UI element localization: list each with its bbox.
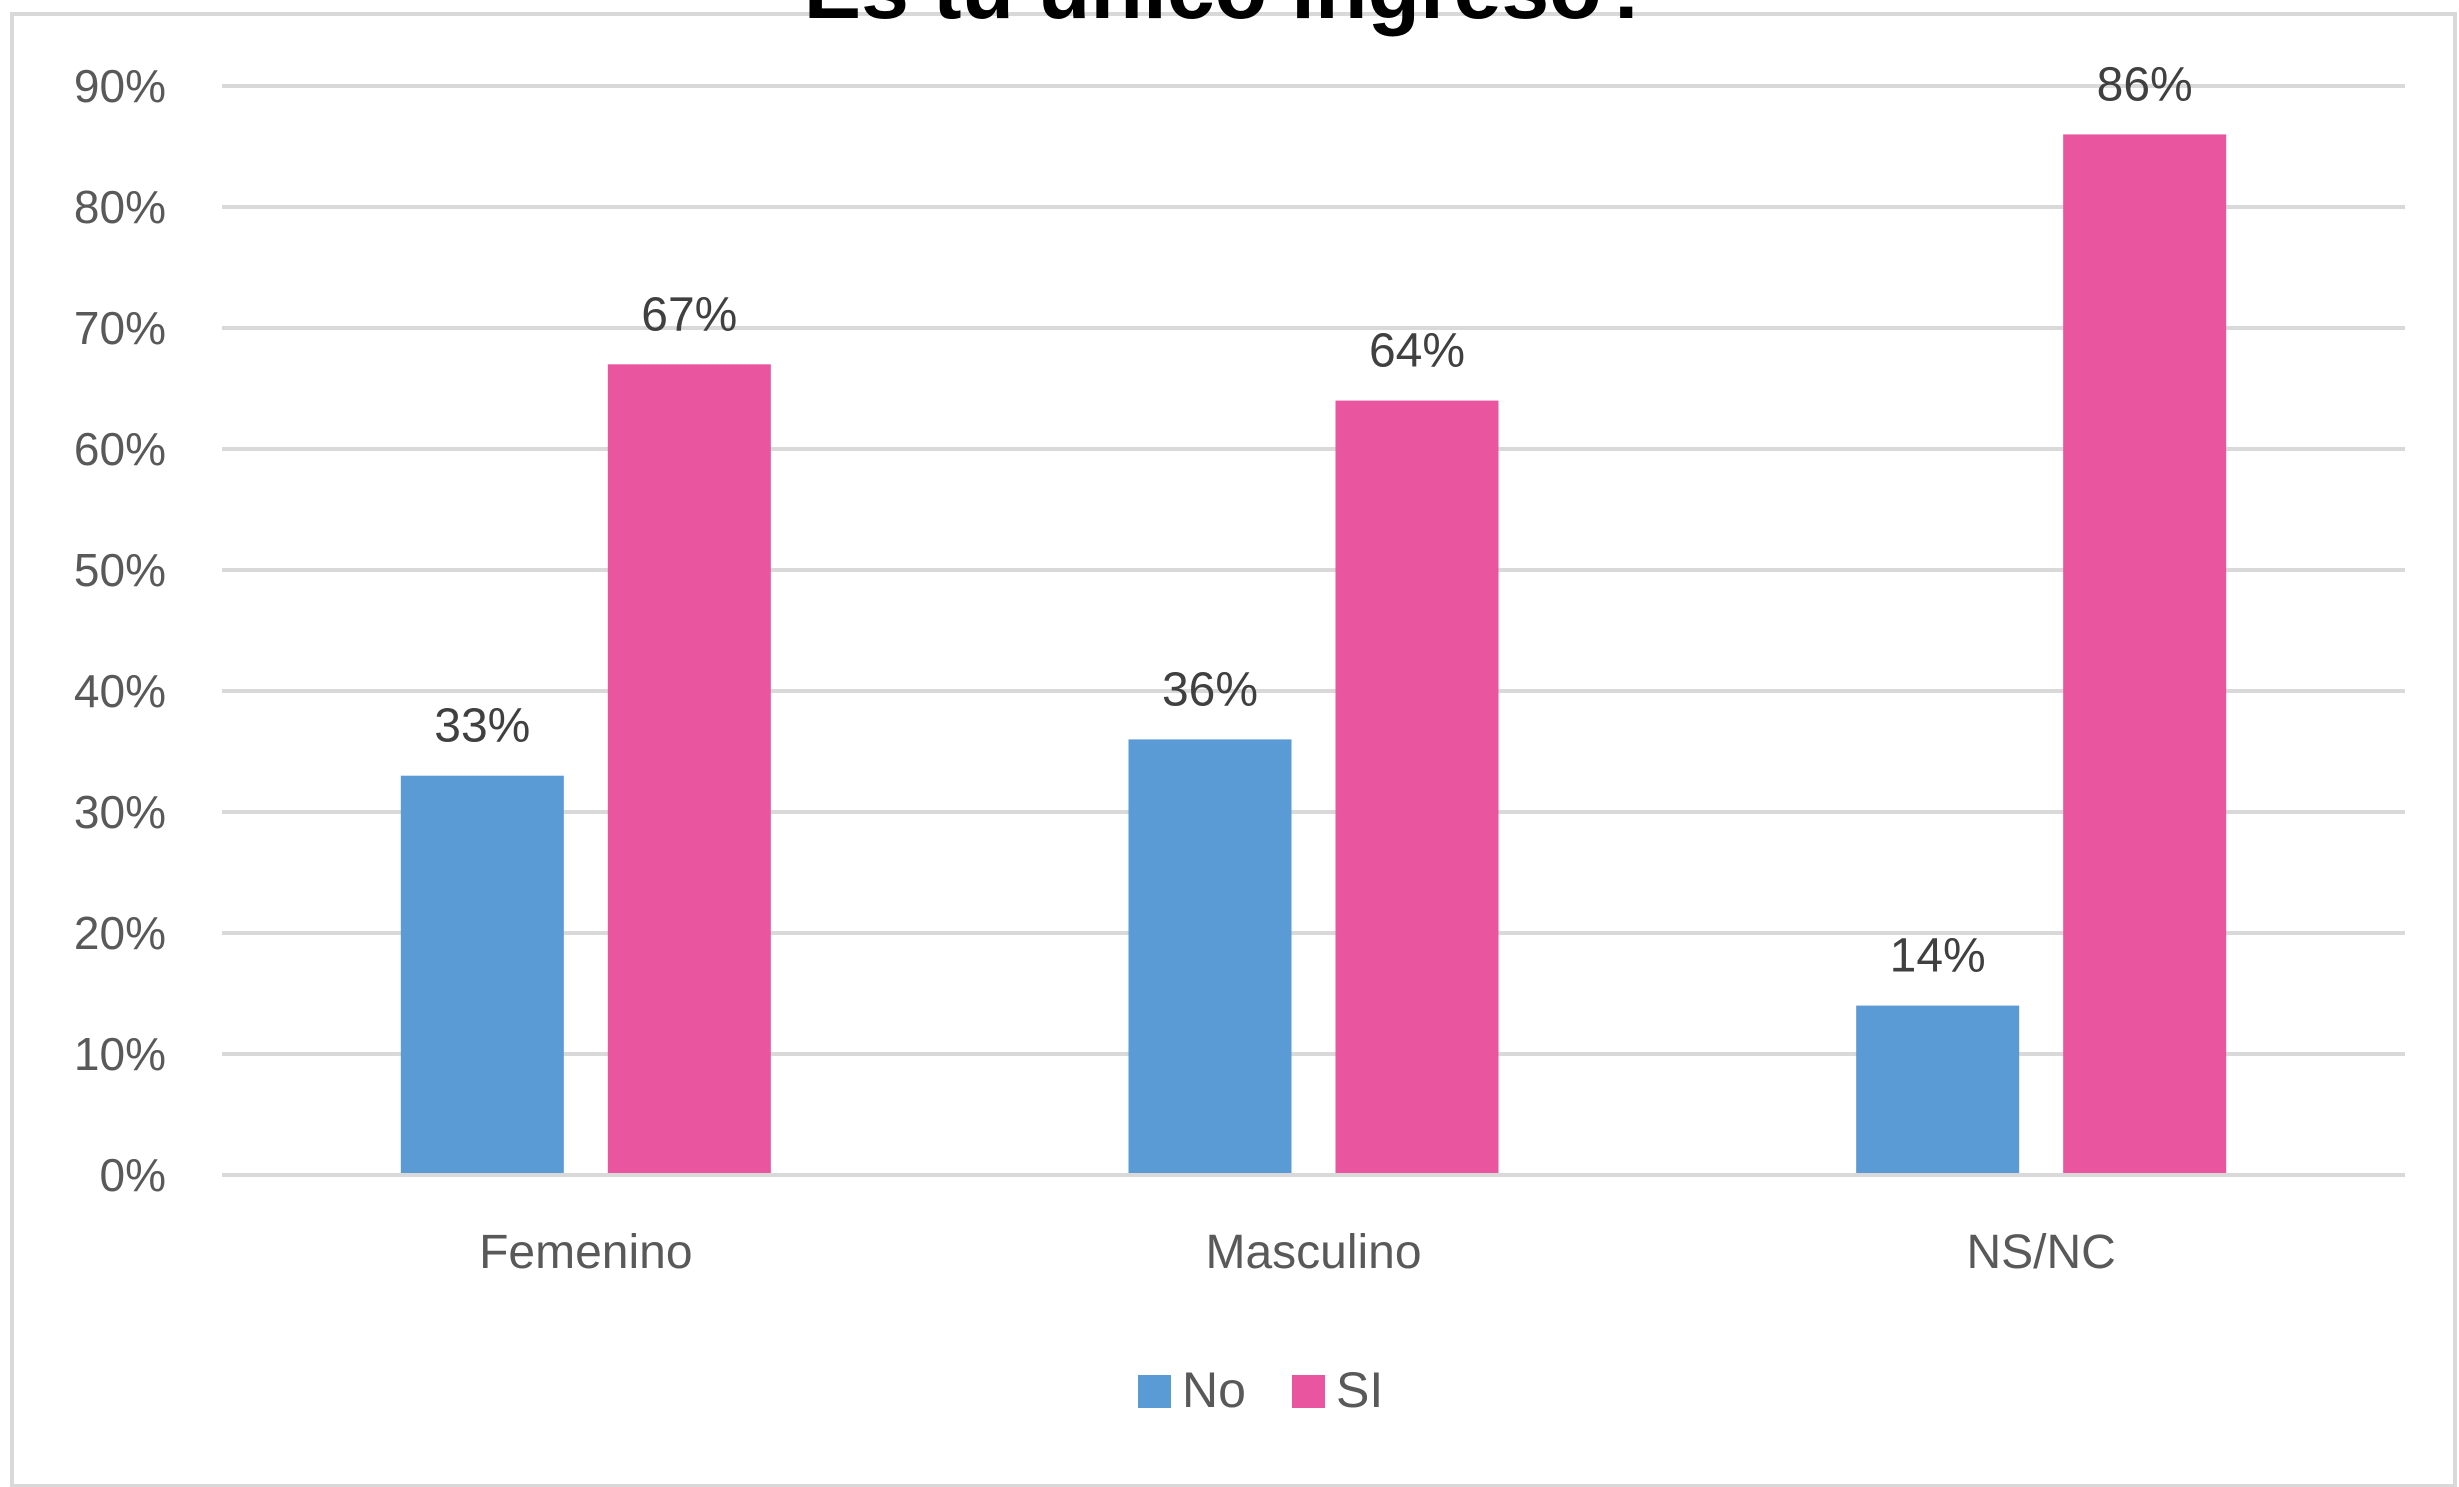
- x-tick-label: Femenino: [479, 1226, 692, 1279]
- bar-si-2: [2063, 134, 2227, 1175]
- y-axis: 0% 10% 20% 30% 40% 50% 60% 70% 80% 90%: [74, 60, 166, 1201]
- x-axis: Femenino Masculino NS/NC: [222, 1173, 2405, 1279]
- x-tick-label: Masculino: [1205, 1226, 1421, 1279]
- data-label: 36%: [1162, 663, 1258, 716]
- x-tick-label: NS/NC: [1966, 1226, 2115, 1279]
- legend-swatch-si: [1292, 1375, 1325, 1408]
- y-tick-label: 40%: [74, 665, 166, 717]
- bar-no-1: [1128, 739, 1292, 1175]
- legend-label: SI: [1336, 1362, 1383, 1418]
- chart-title: Es tu único ingreso?: [804, 0, 1655, 37]
- data-label: 67%: [641, 288, 737, 341]
- legend: No SI: [1138, 1362, 1383, 1418]
- y-tick-label: 90%: [74, 60, 166, 112]
- legend-swatch-no: [1138, 1375, 1171, 1408]
- y-tick-label: 10%: [74, 1028, 166, 1080]
- bar-si-0: [607, 364, 771, 1175]
- y-tick-label: 20%: [74, 907, 166, 959]
- y-tick-label: 50%: [74, 544, 166, 596]
- bars: 33% 67% 36% 64% 14% 86%: [400, 58, 2227, 1176]
- y-tick-label: 80%: [74, 181, 166, 233]
- y-tick-label: 30%: [74, 786, 166, 838]
- y-tick-label: 70%: [74, 302, 166, 354]
- data-label: 86%: [2097, 58, 2193, 111]
- bar-si-1: [1335, 400, 1499, 1176]
- bar-no-0: [400, 775, 564, 1175]
- legend-label: No: [1182, 1362, 1246, 1418]
- data-label: 14%: [1890, 930, 1986, 983]
- bar-no-2: [1856, 1005, 2020, 1175]
- y-tick-label: 0%: [100, 1149, 166, 1201]
- y-tick-label: 60%: [74, 423, 166, 475]
- data-label: 33%: [434, 700, 530, 753]
- data-label: 64%: [1369, 325, 1465, 378]
